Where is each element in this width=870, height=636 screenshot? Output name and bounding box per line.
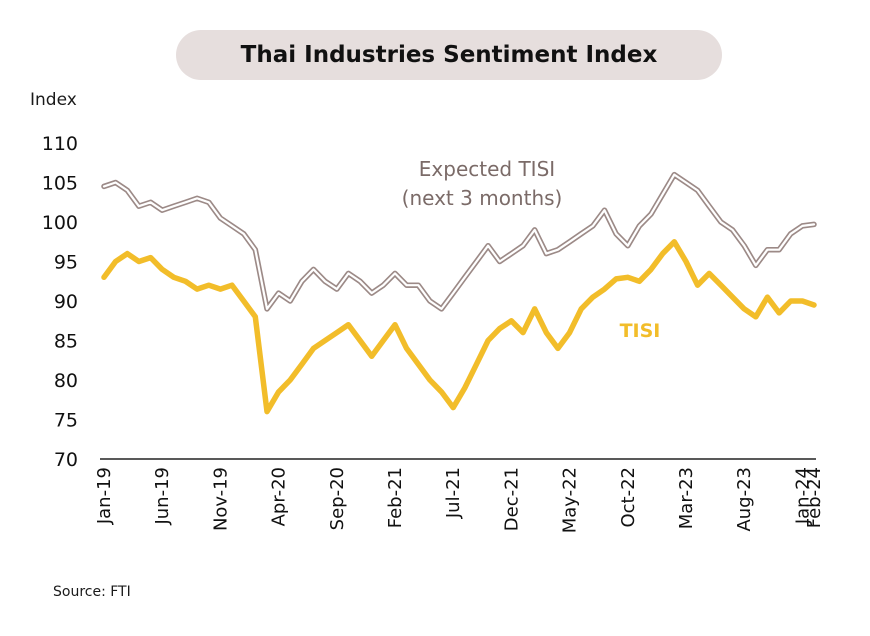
x-tick-label: Dec-21 xyxy=(501,467,522,531)
x-tick-label: Oct-22 xyxy=(618,467,639,528)
x-tick-label: Jan-24 xyxy=(792,467,813,525)
series-line-tisi xyxy=(101,239,817,415)
annotation-expected-tisi-sub: (next 3 months) xyxy=(402,186,563,210)
series-line-expected-tisi-inner xyxy=(102,173,816,310)
x-tick-label: Feb-24 xyxy=(804,467,825,528)
y-tick-label: 100 xyxy=(42,212,78,234)
x-tick-label: Jul-21 xyxy=(443,467,464,519)
annotation-expected-tisi: Expected TISI xyxy=(419,157,555,181)
x-tick-label: Jun-19 xyxy=(152,467,173,526)
y-tick-label: 110 xyxy=(42,133,78,155)
y-tick-label: 105 xyxy=(42,173,78,195)
annotation-tisi: TISI xyxy=(620,320,661,342)
y-tick-label: 95 xyxy=(54,252,78,274)
source-note: Source: FTI xyxy=(53,584,131,600)
x-tick-label: Feb-21 xyxy=(385,467,406,528)
x-tick-label: Jan-19 xyxy=(94,467,115,525)
x-tick-label: May-22 xyxy=(560,467,581,533)
x-tick-label: Mar-23 xyxy=(676,467,697,529)
x-tick-label: Sep-20 xyxy=(327,467,348,530)
chart-title: Thai Industries Sentiment Index xyxy=(176,30,722,80)
x-tick-label: Nov-19 xyxy=(210,467,231,531)
y-tick-label: 75 xyxy=(54,410,78,432)
y-tick-label: 90 xyxy=(54,291,78,313)
y-tick-label: 85 xyxy=(54,331,78,353)
y-axis-label: Index xyxy=(30,90,77,110)
x-tick-label: Apr-20 xyxy=(269,467,290,526)
y-tick-label: 80 xyxy=(54,370,78,392)
y-tick-label: 70 xyxy=(54,449,78,471)
x-tick-label: Aug-23 xyxy=(734,467,755,532)
